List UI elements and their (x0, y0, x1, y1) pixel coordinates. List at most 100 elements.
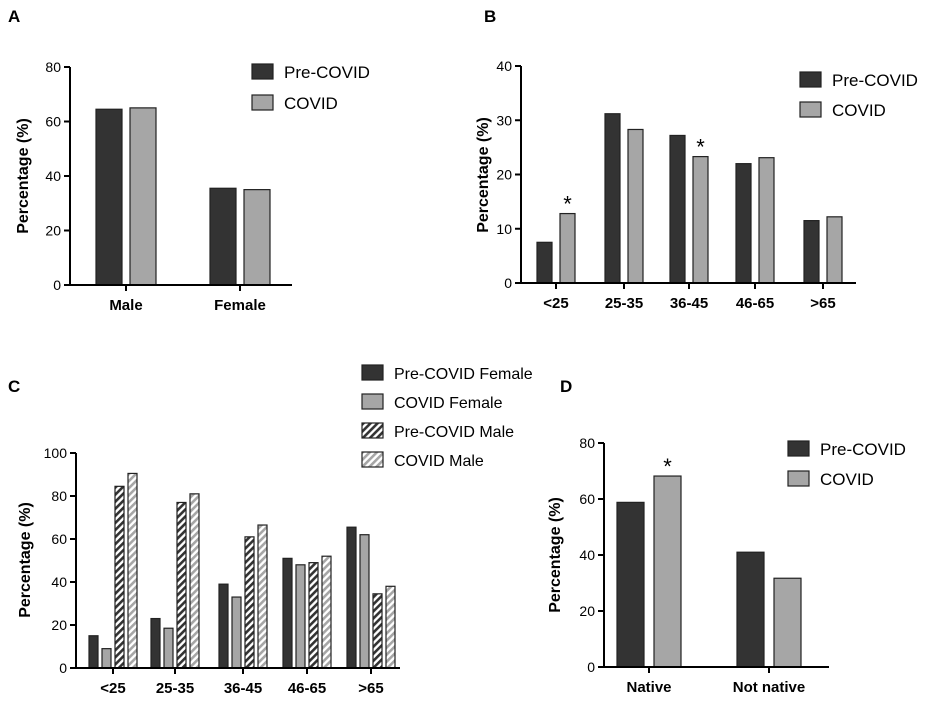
y-axis-title: Percentage (%) (17, 502, 34, 618)
bar-covid-male-0 (127, 472, 138, 669)
y-tick-label: 40 (579, 547, 595, 563)
bar-covid-0 (559, 212, 576, 284)
bar-covid-male-3 (321, 555, 332, 669)
y-tick-label: 60 (579, 491, 595, 507)
panel-label: A (8, 7, 20, 26)
bar-pre-covid-3 (735, 163, 752, 284)
legend-label: COVID Male (394, 453, 484, 470)
x-category-label: Not native (733, 679, 806, 696)
y-tick-label: 60 (51, 531, 67, 547)
x-category-label: 25-35 (605, 295, 643, 312)
bar-pre-covid-female-4 (346, 526, 357, 669)
y-tick-label: 40 (51, 574, 67, 590)
bar-pre-covid-female-0 (88, 635, 99, 669)
y-axis-title: Percentage (%) (547, 497, 564, 613)
x-category-label: <25 (543, 295, 568, 312)
y-tick-label: 20 (579, 603, 595, 619)
y-tick-label: 60 (45, 114, 61, 130)
bar-covid-4 (826, 216, 843, 284)
bar-pre-covid-0 (616, 501, 645, 668)
legend-label: Pre-COVID Female (394, 366, 533, 383)
legend-label: Pre-COVID (284, 63, 370, 82)
bar-covid-1 (243, 189, 271, 286)
legend-label: COVID (820, 470, 874, 489)
significance-annotation-1: * (696, 135, 705, 160)
x-category-label: Native (626, 679, 671, 696)
bar-pre-covid-1 (736, 551, 765, 668)
legend-swatch (361, 422, 384, 439)
y-tick-label: 0 (587, 659, 595, 675)
y-axis-title: Percentage (%) (15, 118, 32, 234)
bar-pre-covid-4 (803, 220, 820, 284)
y-tick-label: 0 (504, 275, 512, 291)
bar-pre-covid-0 (536, 241, 553, 284)
bar-covid-female-2 (231, 596, 242, 669)
legend-swatch (361, 393, 384, 410)
y-tick-label: 100 (44, 445, 68, 461)
panel-a: A Percentage (%) 0 20 40 60 80 Male Female Pre-CO… (8, 7, 370, 314)
legend-swatch (361, 364, 384, 381)
legend-label: COVID Female (394, 395, 503, 412)
bar-pre-covid-male-4 (372, 593, 383, 669)
legend: Pre-COVID Female COVID Female Pre-COVID Ma… (361, 364, 533, 470)
bar-covid-female-0 (101, 648, 112, 669)
bar-pre-covid-2 (669, 134, 686, 284)
x-category-label: >65 (358, 680, 383, 697)
legend-swatch (787, 470, 810, 487)
y-tick-label: 20 (496, 167, 512, 183)
y-tick-label: 0 (53, 277, 61, 293)
x-category-label: <25 (100, 680, 125, 697)
bar-pre-covid-male-3 (308, 562, 319, 669)
legend-swatch (787, 440, 810, 457)
bar-covid-1 (627, 128, 644, 284)
x-category-label: Male (109, 297, 142, 314)
x-category-label: Female (214, 297, 266, 314)
y-tick-label: 40 (496, 58, 512, 74)
y-tick-label: 0 (59, 660, 67, 676)
bar-pre-covid-female-1 (150, 617, 161, 669)
y-tick-label: 80 (579, 435, 595, 451)
bar-pre-covid-1 (604, 113, 621, 284)
bar-covid-female-1 (163, 627, 174, 669)
y-tick-label: 80 (45, 59, 61, 75)
legend: Pre-COVID COVID (799, 71, 918, 120)
bar-covid-female-3 (295, 564, 306, 669)
bar-pre-covid-female-2 (218, 583, 229, 669)
bar-covid-male-1 (189, 493, 200, 669)
legend-label: COVID (284, 94, 338, 113)
bar-covid-0 (653, 475, 682, 668)
panel-label: B (484, 7, 496, 26)
significance-annotation-0: * (663, 454, 672, 479)
legend-swatch (799, 101, 822, 118)
panel-c: C Percentage (%) 0 20 40 60 80 100 <25 25-35 36-45… (8, 364, 533, 697)
legend-label: COVID (832, 101, 886, 120)
panel-d: D Percentage (%) * 0 20 40 60 80 Native Not nativ… (547, 377, 906, 696)
y-tick-label: 20 (45, 223, 61, 239)
x-category-label: 36-45 (670, 295, 708, 312)
x-category-label: 46-65 (736, 295, 774, 312)
panel-label: D (560, 377, 572, 396)
x-category-label: 25-35 (156, 680, 194, 697)
legend: Pre-COVID COVID (787, 440, 906, 489)
x-category-label: >65 (810, 295, 835, 312)
y-tick-label: 40 (45, 168, 61, 184)
bar-covid-2 (692, 155, 709, 284)
x-category-label: 36-45 (224, 680, 262, 697)
legend-swatch (799, 71, 822, 88)
legend-swatch (251, 94, 274, 111)
y-axis-title: Percentage (%) (475, 117, 492, 233)
bar-pre-covid-0 (95, 108, 123, 286)
legend-label: Pre-COVID (820, 440, 906, 459)
bar-covid-0 (129, 107, 157, 286)
panel-label: C (8, 377, 20, 396)
y-tick-label: 20 (51, 617, 67, 633)
bar-covid-1 (773, 577, 802, 668)
significance-annotation-0: * (563, 192, 572, 217)
bar-pre-covid-male-0 (114, 485, 125, 669)
bar-covid-female-4 (359, 534, 370, 669)
bar-pre-covid-male-2 (244, 536, 255, 669)
x-category-label: 46-65 (288, 680, 326, 697)
legend-label: Pre-COVID (832, 71, 918, 90)
legend-label: Pre-COVID Male (394, 424, 514, 441)
